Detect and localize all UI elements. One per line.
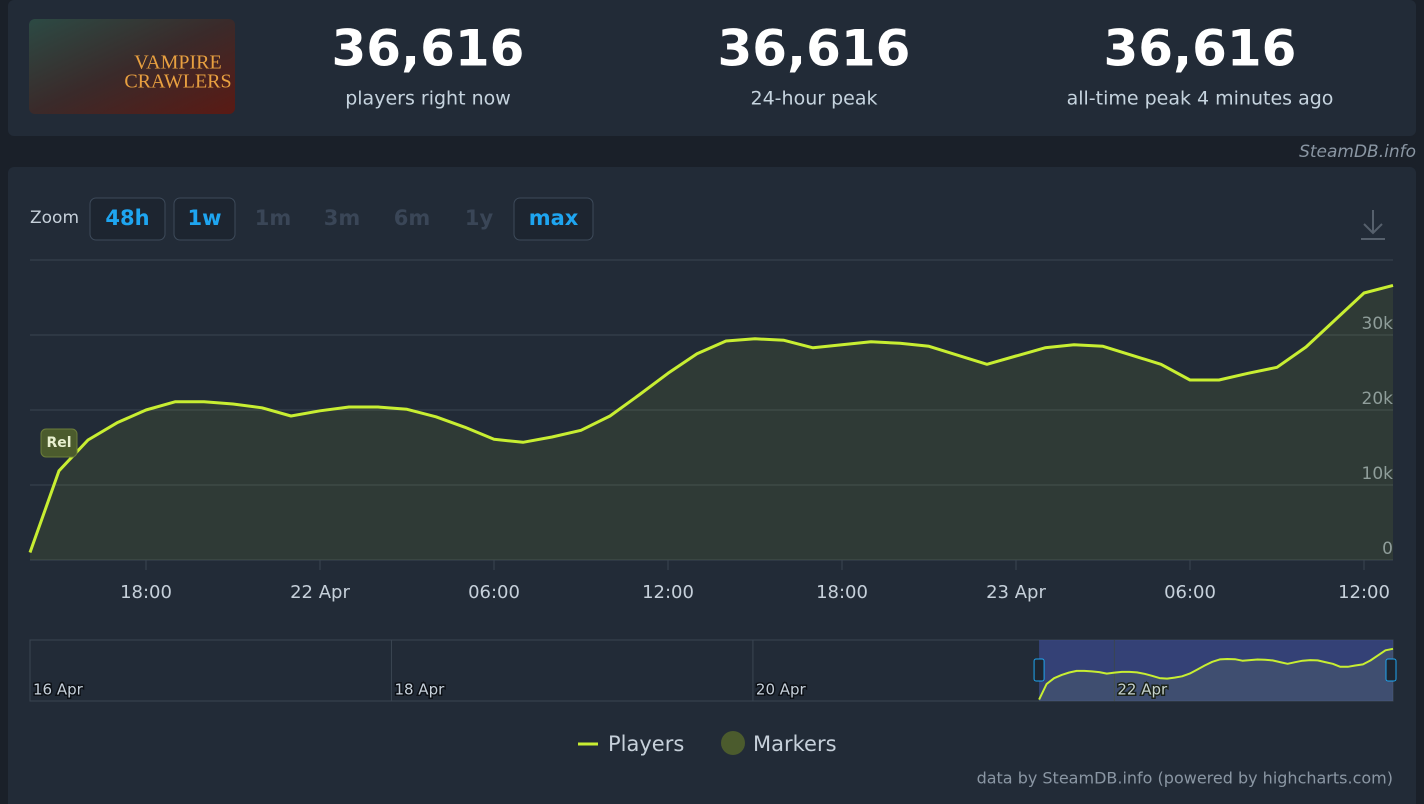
legend-label[interactable]: Players: [608, 732, 684, 756]
x-tick-label: 18:00: [816, 582, 868, 603]
navigator-handle[interactable]: [1385, 658, 1397, 682]
stat-value: 36,616: [1104, 20, 1297, 78]
navigator-tick-label: 20 Apr: [756, 681, 807, 699]
zoom-button-text[interactable]: 1w: [187, 206, 221, 230]
zoom-button[interactable]: [513, 197, 594, 241]
download-icon[interactable]: [1361, 210, 1385, 240]
x-tick-label: 18:00: [120, 582, 172, 603]
navigator-tick-label: 20 Apr: [756, 681, 807, 699]
navigator-tick-label: 18 Apr: [394, 681, 445, 699]
x-tick-label: 06:00: [468, 582, 520, 603]
series-line: [28, 283, 1394, 554]
x-tick-label: 12:00: [642, 582, 694, 603]
navigator-selection[interactable]: [1039, 640, 1393, 701]
area: [30, 285, 1393, 560]
stat-label: players right now: [345, 88, 511, 110]
zoom-button-text[interactable]: 1y: [465, 206, 494, 230]
zoom-button-text[interactable]: 3m: [324, 206, 361, 230]
credit: SteamDB.info: [1299, 142, 1416, 162]
zoom-button-text[interactable]: max: [529, 206, 579, 230]
zoom-button-text[interactable]: 48h: [105, 206, 149, 230]
header-panel: [8, 0, 1416, 136]
navigator-tick-label: 18 Apr: [394, 681, 445, 699]
game-image[interactable]: [29, 19, 235, 114]
x-tick-label: 22 Apr: [290, 582, 350, 603]
y-tick-label: 0: [1382, 539, 1393, 559]
navigator-tick-label: 16 Apr: [33, 681, 84, 699]
image-title: CRAWLERS: [124, 71, 231, 93]
y-tick-label: 20k: [1362, 389, 1394, 409]
zoom-button[interactable]: [173, 197, 236, 241]
zoom-button[interactable]: [89, 197, 166, 241]
series-line: [1038, 647, 1394, 701]
legend-marker: [721, 731, 745, 755]
navigator-tick-label: 16 Apr: [33, 681, 84, 699]
event-marker-label: Rel: [46, 435, 71, 451]
stat-value: 36,616: [332, 20, 525, 78]
zoom-label: Zoom: [30, 208, 79, 228]
navigator-handle[interactable]: [1033, 658, 1045, 682]
y-tick-label: 30k: [1362, 314, 1394, 334]
icon-stroke: [1363, 223, 1383, 235]
event-marker[interactable]: [40, 428, 78, 458]
zoom-button-text[interactable]: 6m: [394, 206, 431, 230]
x-tick-label: 23 Apr: [986, 582, 1046, 603]
x-tick-label: 06:00: [1164, 582, 1216, 603]
footer-credit: data by SteamDB.info (powered by highcha…: [977, 769, 1393, 788]
stat-label: all-time peak 4 minutes ago: [1067, 88, 1334, 110]
stat-value: 36,616: [718, 20, 911, 78]
legend-label[interactable]: Markers: [753, 732, 837, 756]
zoom-button-text[interactable]: 1m: [255, 206, 292, 230]
navigator-tick-label: 22 Apr: [1117, 681, 1168, 699]
navigator-tick-label: 22 Apr: [1117, 681, 1168, 699]
area: [1039, 648, 1393, 701]
image-title: VAMPIRE: [134, 52, 221, 74]
stat-label: 24-hour peak: [751, 88, 878, 110]
x-tick-label: 12:00: [1338, 582, 1390, 603]
y-tick-label: 10k: [1362, 464, 1394, 484]
